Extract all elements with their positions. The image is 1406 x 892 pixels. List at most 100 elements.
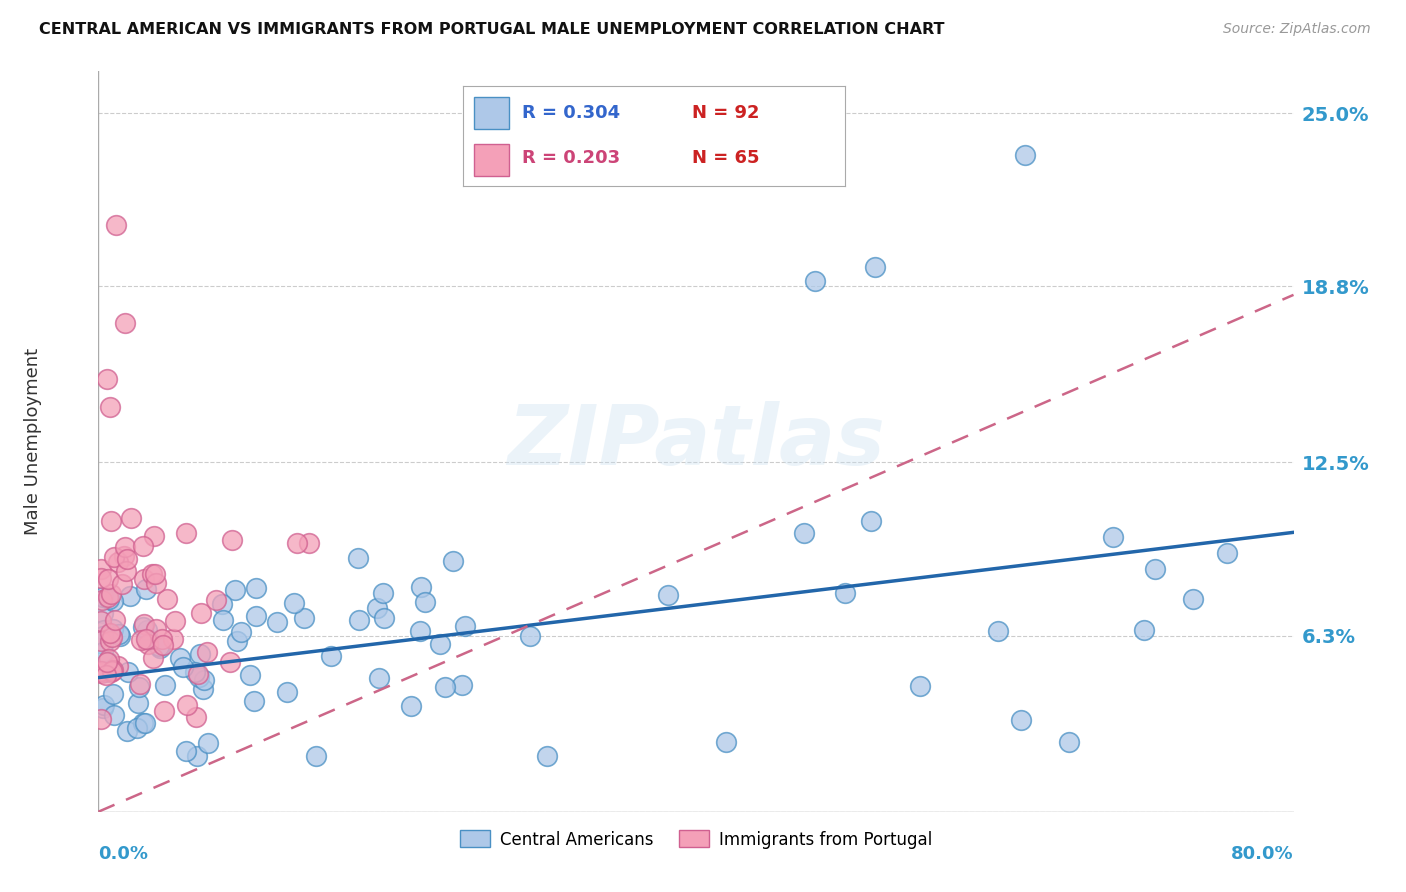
Point — [519, 629, 541, 643]
Point — [187, 667, 209, 681]
Point — [91, 592, 114, 607]
Point — [105, 218, 128, 232]
Point — [97, 572, 120, 586]
Point — [117, 665, 139, 680]
Point — [221, 533, 243, 547]
Point — [399, 698, 422, 713]
Point — [451, 678, 474, 692]
Point — [229, 625, 252, 640]
Point — [219, 655, 242, 669]
Point — [101, 663, 124, 677]
Point — [127, 721, 149, 735]
Point — [114, 540, 136, 554]
Point — [93, 665, 115, 680]
Point — [294, 611, 316, 625]
Point — [90, 665, 112, 680]
Point — [169, 651, 191, 665]
Point — [91, 590, 114, 604]
Point — [107, 556, 129, 570]
Point — [135, 623, 157, 637]
Text: CENTRAL AMERICAN VS IMMIGRANTS FROM PORTUGAL MALE UNEMPLOYMENT CORRELATION CHART: CENTRAL AMERICAN VS IMMIGRANTS FROM PORT… — [39, 22, 945, 37]
Point — [536, 748, 558, 763]
Point — [100, 665, 122, 679]
Text: ZIPatlas: ZIPatlas — [508, 401, 884, 482]
Point — [368, 671, 391, 685]
Point — [1059, 735, 1081, 749]
Point — [153, 678, 176, 692]
Point — [114, 564, 136, 578]
Point — [429, 637, 451, 651]
Point — [97, 655, 120, 669]
Point — [145, 575, 167, 590]
Point — [176, 698, 198, 712]
Point — [96, 668, 118, 682]
Point — [804, 274, 827, 288]
Point — [184, 665, 207, 679]
Point — [132, 620, 155, 634]
Point — [188, 647, 211, 661]
Point — [373, 611, 395, 625]
Point — [134, 716, 156, 731]
Point — [153, 704, 176, 718]
Point — [1144, 562, 1167, 576]
Point — [101, 594, 124, 608]
Point — [114, 316, 136, 330]
Point — [90, 634, 112, 648]
Point — [135, 582, 157, 596]
Point — [103, 708, 125, 723]
Point — [107, 659, 129, 673]
Text: Source: ZipAtlas.com: Source: ZipAtlas.com — [1223, 22, 1371, 37]
Point — [129, 632, 152, 647]
Point — [305, 748, 328, 763]
Point — [115, 552, 138, 566]
Point — [101, 622, 124, 636]
Point — [865, 260, 887, 274]
Point — [186, 748, 208, 763]
Point — [128, 680, 150, 694]
Point — [409, 624, 432, 638]
Point — [103, 550, 125, 565]
Point — [834, 586, 856, 600]
Point — [226, 634, 249, 648]
Point — [91, 700, 114, 714]
Point — [245, 581, 267, 595]
Point — [141, 566, 163, 581]
Point — [90, 571, 112, 585]
Point — [211, 597, 233, 611]
Text: 0.0%: 0.0% — [98, 845, 149, 863]
Point — [162, 632, 184, 647]
Point — [150, 632, 173, 647]
Point — [110, 577, 132, 591]
Point — [347, 550, 370, 565]
Point — [441, 553, 464, 567]
Point — [90, 713, 112, 727]
Point — [285, 535, 308, 549]
Point — [90, 614, 112, 628]
Point — [205, 592, 228, 607]
Point — [211, 613, 233, 627]
Point — [132, 539, 155, 553]
Point — [657, 588, 679, 602]
Legend: Central Americans, Immigrants from Portugal: Central Americans, Immigrants from Portu… — [453, 823, 939, 855]
Point — [98, 625, 121, 640]
Point — [108, 627, 131, 641]
Point — [98, 591, 121, 606]
Point — [132, 715, 155, 730]
Point — [165, 614, 187, 628]
Point — [242, 694, 264, 708]
Point — [793, 526, 815, 541]
Point — [115, 724, 138, 739]
Point — [191, 682, 214, 697]
Point — [1181, 591, 1204, 606]
Text: Male Unemployment: Male Unemployment — [24, 348, 42, 535]
Point — [100, 515, 122, 529]
Point — [453, 619, 475, 633]
Point — [91, 645, 114, 659]
Point — [100, 587, 122, 601]
Point — [134, 572, 156, 586]
Point — [104, 613, 127, 627]
Point — [283, 596, 305, 610]
Point — [187, 670, 209, 684]
Point — [195, 645, 218, 659]
Point — [100, 665, 122, 679]
